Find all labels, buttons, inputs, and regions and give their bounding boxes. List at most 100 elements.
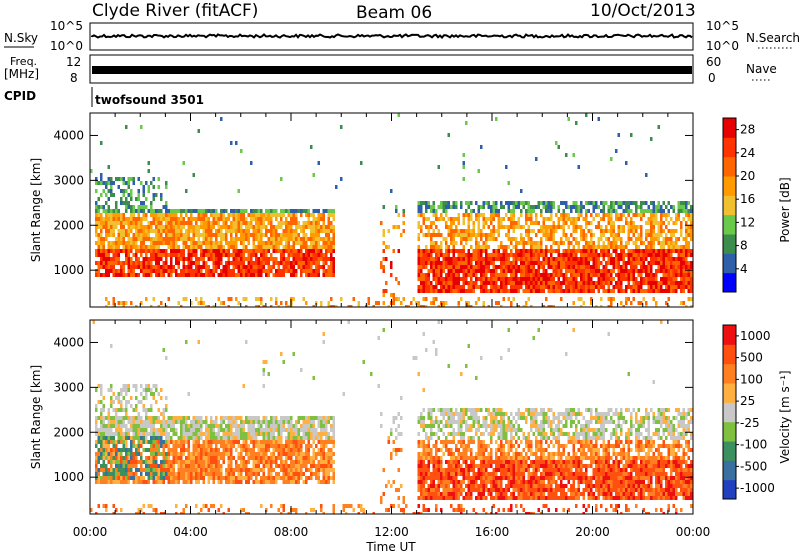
range-cell <box>570 241 573 245</box>
range-cell <box>158 436 161 440</box>
range-cell <box>228 428 231 432</box>
range-cell <box>245 340 248 344</box>
range-cell <box>178 440 181 444</box>
range-cell <box>178 301 181 305</box>
range-cell <box>190 261 193 265</box>
range-cell <box>160 436 163 440</box>
range-cell <box>500 261 503 265</box>
range-cell <box>558 205 561 209</box>
range-cell <box>105 265 108 269</box>
velocity-heatmap <box>90 320 695 516</box>
range-cell <box>140 456 143 460</box>
range-cell <box>500 217 503 221</box>
range-cell <box>638 225 641 229</box>
range-cell <box>523 225 526 229</box>
range-cell <box>653 241 656 245</box>
range-cell <box>560 241 563 245</box>
range-cell <box>120 392 123 396</box>
range-cell <box>153 197 156 201</box>
range-cell <box>95 189 98 193</box>
range-cell <box>683 265 686 269</box>
range-cell <box>443 217 446 221</box>
range-cell <box>168 440 171 444</box>
range-cell <box>668 221 671 225</box>
range-cell <box>443 253 446 257</box>
range-cell <box>690 289 693 293</box>
range-cell <box>195 464 198 468</box>
range-cell <box>615 213 618 217</box>
range-cell <box>185 480 188 484</box>
range-cell <box>98 468 101 472</box>
range-cell <box>200 265 203 269</box>
range-cell <box>580 257 583 261</box>
range-cell <box>203 301 206 305</box>
range-cell <box>125 468 128 472</box>
range-cell <box>243 233 246 237</box>
range-cell <box>633 257 636 261</box>
range-cell <box>245 269 248 273</box>
range-cell <box>663 269 666 273</box>
range-cell <box>528 201 531 205</box>
range-cell <box>263 241 266 245</box>
range-cell <box>270 221 273 225</box>
range-cell <box>138 436 141 440</box>
range-cell <box>423 261 426 265</box>
range-cell <box>123 269 126 273</box>
range-cell <box>95 460 98 464</box>
range-cell <box>185 273 188 277</box>
range-cell <box>190 460 193 464</box>
range-cell <box>115 464 118 468</box>
range-cell <box>438 165 441 169</box>
range-cell <box>550 213 553 217</box>
range-cell <box>435 281 438 285</box>
range-cell <box>688 289 691 293</box>
range-cell <box>250 452 253 456</box>
range-cell <box>430 241 433 245</box>
range-cell <box>230 297 233 301</box>
range-cell <box>605 253 608 257</box>
range-cell <box>173 440 176 444</box>
range-cell <box>563 253 566 257</box>
range-cell <box>455 281 458 285</box>
range-cell <box>485 277 488 281</box>
range-cell <box>210 456 213 460</box>
range-cell <box>688 261 691 265</box>
range-cell <box>505 265 508 269</box>
range-cell <box>605 249 608 253</box>
range-cell <box>220 237 223 241</box>
range-cell <box>610 297 613 301</box>
range-cell <box>273 257 276 261</box>
range-cell <box>498 285 501 289</box>
range-cell <box>190 432 193 436</box>
range-cell <box>650 237 653 241</box>
range-cell <box>150 456 153 460</box>
range-cell <box>310 229 313 233</box>
range-cell <box>583 249 586 253</box>
range-cell <box>543 205 546 209</box>
range-cell <box>213 420 216 424</box>
range-cell <box>615 261 618 265</box>
range-cell <box>208 253 211 257</box>
range-cell <box>678 213 681 217</box>
range-cell <box>498 217 501 221</box>
range-cell <box>560 225 563 229</box>
range-cell <box>328 229 331 233</box>
range-cell <box>470 273 473 277</box>
range-cell <box>165 249 168 253</box>
range-cell <box>583 277 586 281</box>
range-cell <box>100 400 103 404</box>
range-cell <box>133 428 136 432</box>
range-cell <box>330 253 333 257</box>
range-cell <box>243 229 246 233</box>
range-cell <box>685 277 688 281</box>
range-cell <box>143 428 146 432</box>
range-cell <box>175 269 178 273</box>
range-cell <box>123 420 126 424</box>
range-cell <box>470 257 473 261</box>
range-cell <box>648 249 651 253</box>
range-cell <box>440 289 443 293</box>
range-cell <box>315 209 318 213</box>
range-cell <box>105 416 108 420</box>
range-cell <box>600 269 603 273</box>
range-cell <box>103 221 106 225</box>
